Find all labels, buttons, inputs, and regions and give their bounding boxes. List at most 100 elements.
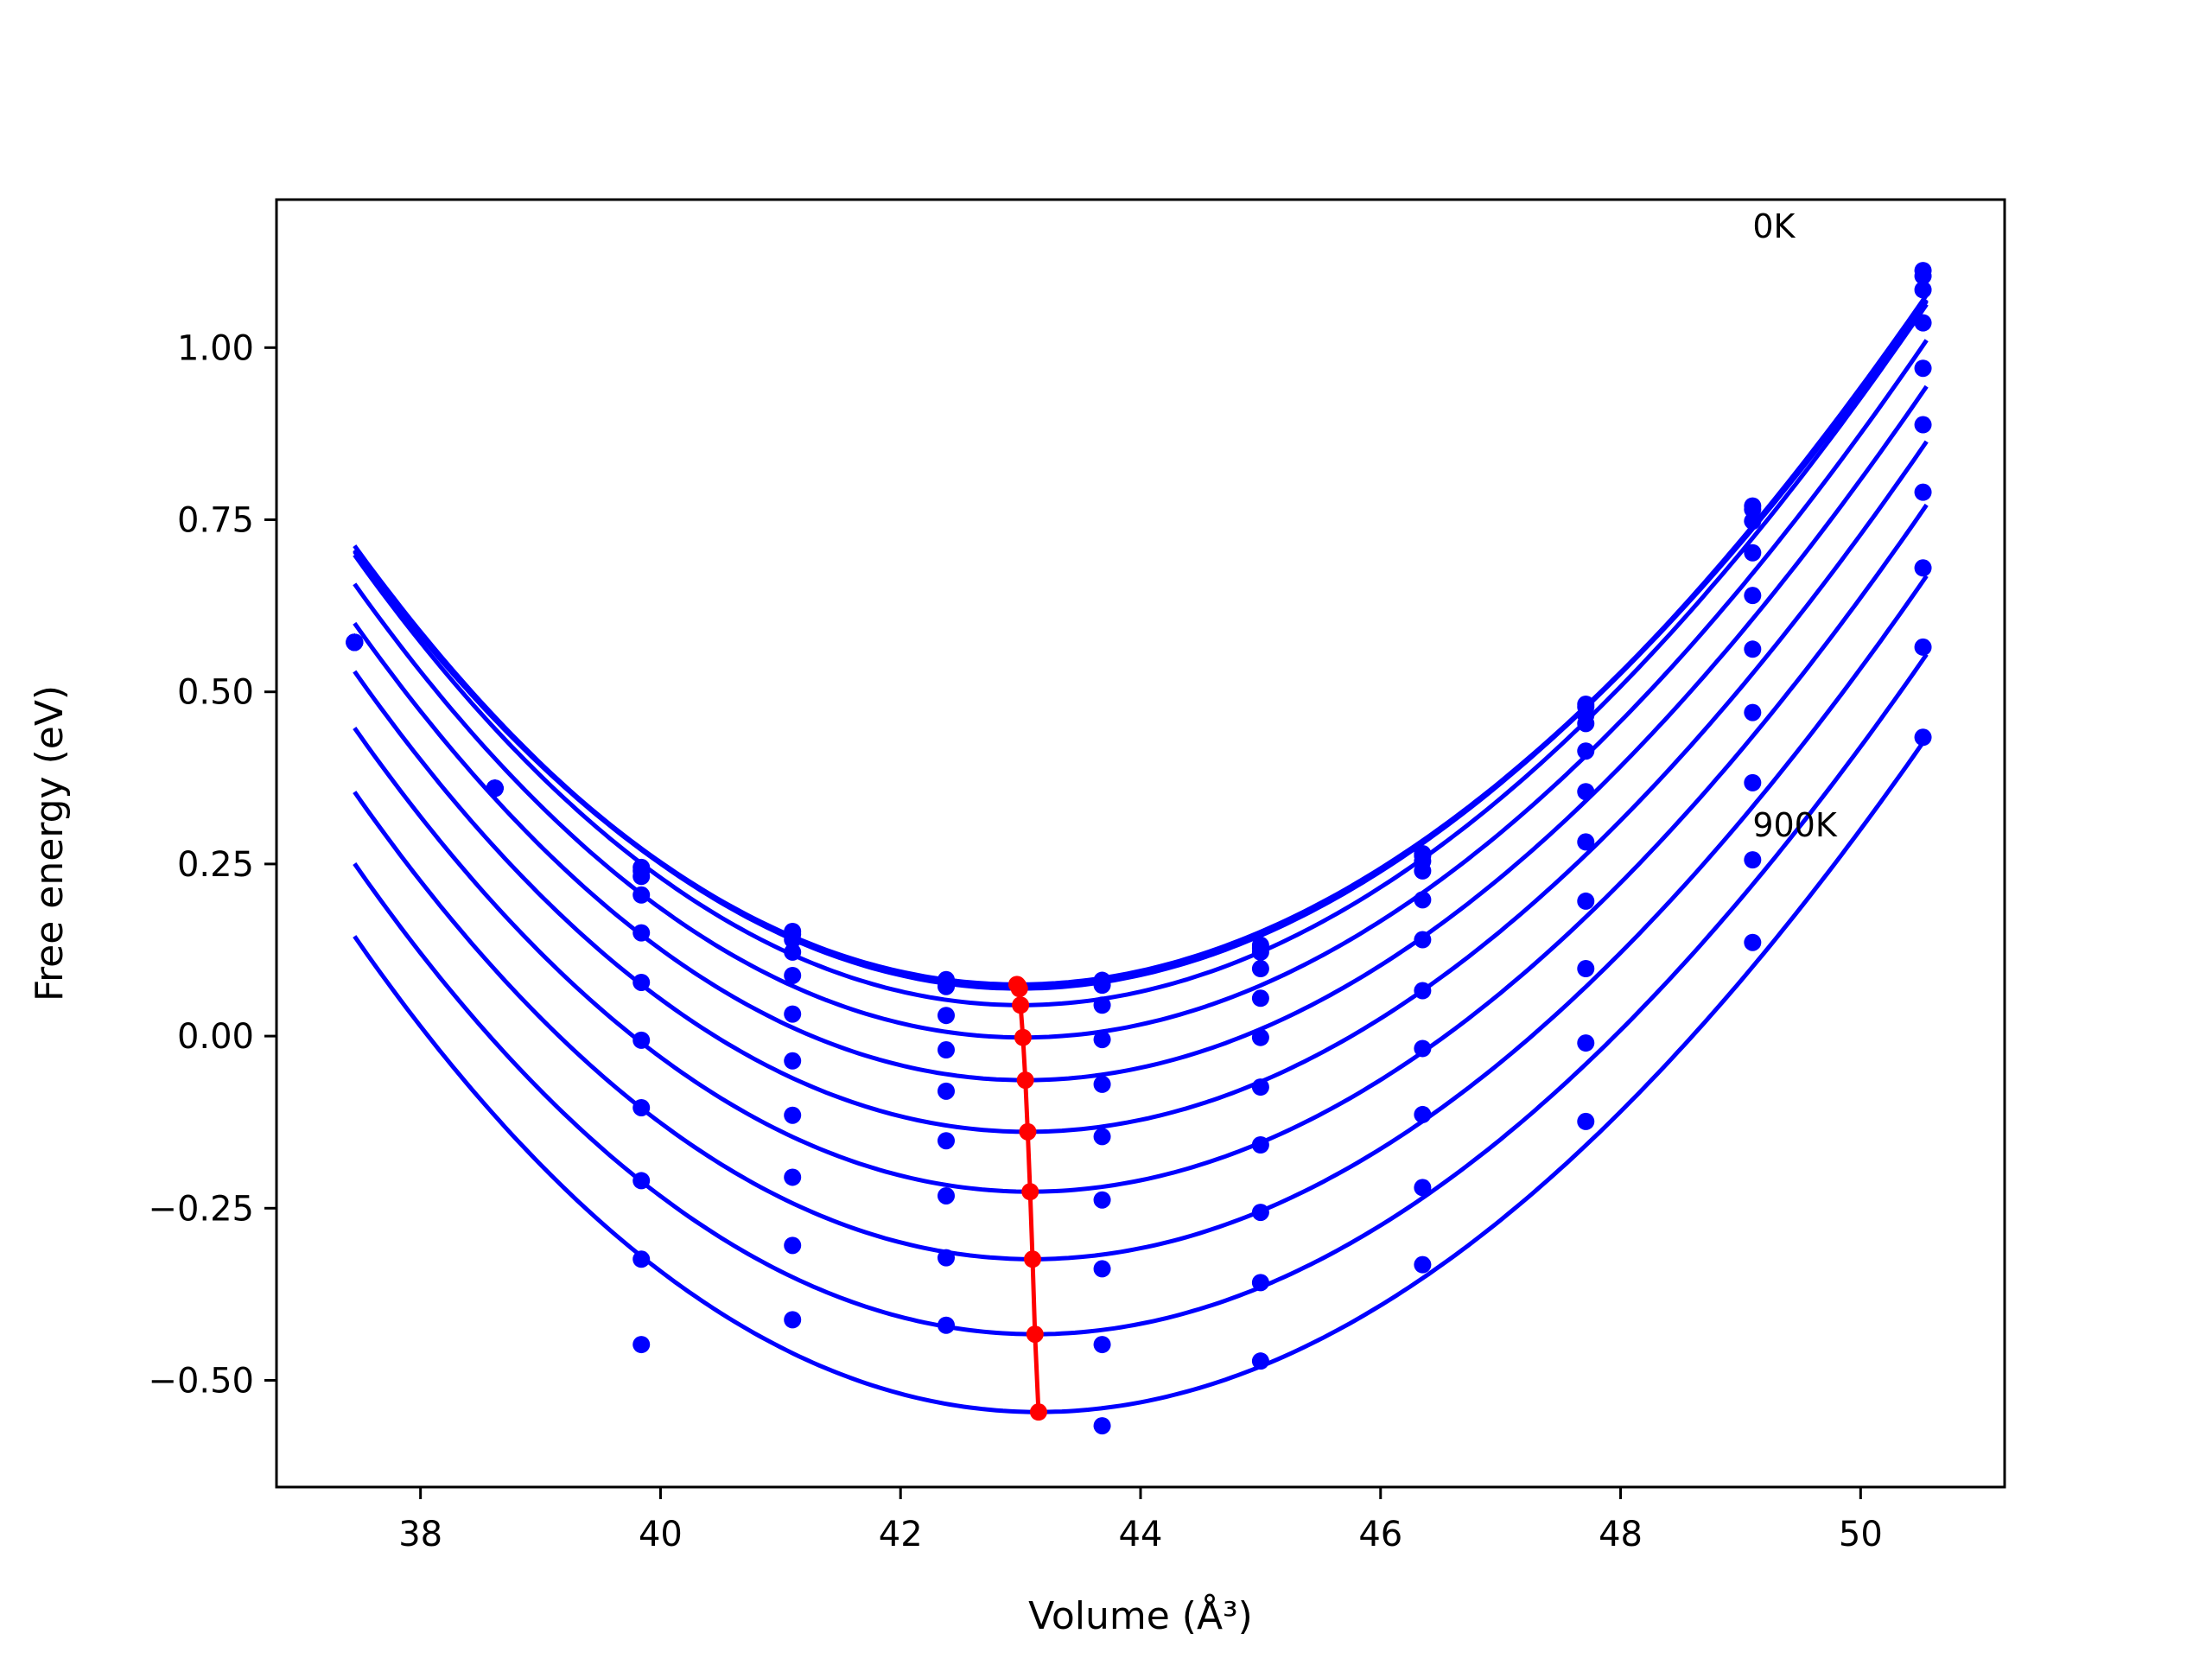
fit-curve-10 <box>353 735 1929 1414</box>
data-point <box>1093 1191 1111 1209</box>
fit-curves <box>353 293 1929 1414</box>
fit-curve-8 <box>353 574 1929 1262</box>
data-point <box>1093 1260 1111 1278</box>
data-point <box>632 1250 651 1268</box>
data-point <box>1093 976 1111 995</box>
data-point <box>784 1311 802 1329</box>
minimum-point <box>1016 1071 1034 1090</box>
data-point <box>1251 1274 1269 1292</box>
data-point <box>1093 996 1111 1014</box>
data-point <box>784 1052 802 1070</box>
fit-curve-3 <box>353 302 1929 1007</box>
y-tick-label: −0.25 <box>148 1189 254 1229</box>
data-point <box>1914 281 1932 299</box>
data-point <box>1414 1105 1432 1123</box>
data-point <box>632 886 651 904</box>
x-tick-label: 50 <box>1839 1515 1883 1554</box>
data-point <box>1744 512 1762 531</box>
temperature-annotation: 900K <box>1752 806 1838 844</box>
fit-curve-7 <box>353 503 1929 1194</box>
data-point <box>632 973 651 991</box>
minimum-point <box>1019 1122 1037 1141</box>
fit-curve-6 <box>353 440 1929 1135</box>
data-point <box>1744 543 1762 562</box>
data-point <box>1577 892 1595 910</box>
data-point <box>938 1316 955 1334</box>
data-point <box>1744 773 1762 791</box>
data-point <box>1577 742 1595 760</box>
data-point <box>1251 1028 1269 1046</box>
y-tick-label: 0.25 <box>177 845 254 885</box>
data-point <box>784 1168 802 1186</box>
minimum-point <box>1012 996 1030 1014</box>
data-point <box>1251 943 1269 961</box>
data-point <box>938 1249 955 1267</box>
minimum-energy-line <box>1007 976 1047 1421</box>
data-point <box>1744 640 1762 658</box>
data-point <box>1914 559 1932 577</box>
y-tick-label: 0.50 <box>177 673 254 713</box>
data-point <box>784 1106 802 1124</box>
data-point <box>1251 1078 1269 1096</box>
data-point <box>938 1041 955 1059</box>
fit-curve-0 <box>353 298 1929 987</box>
x-tick-label: 48 <box>1599 1515 1643 1554</box>
data-point <box>346 633 364 652</box>
data-point <box>1914 314 1932 332</box>
y-tick-label: 0.75 <box>177 501 254 541</box>
minimum-point <box>1029 1403 1047 1421</box>
x-tick-label: 42 <box>879 1515 923 1554</box>
data-point <box>1914 359 1932 378</box>
minimum-point <box>1021 1183 1039 1201</box>
minimum-point <box>1026 1325 1044 1344</box>
data-point <box>1414 1255 1432 1274</box>
data-point <box>1914 728 1932 747</box>
data-point <box>1251 960 1269 978</box>
data-point <box>784 943 802 961</box>
fit-curve-9 <box>353 652 1929 1337</box>
data-point <box>632 924 651 942</box>
x-tick-label: 44 <box>1119 1515 1163 1554</box>
data-point <box>1093 1031 1111 1049</box>
data-point <box>938 977 955 995</box>
data-point <box>784 931 802 949</box>
data-point <box>1414 861 1432 880</box>
y-tick-label: 1.00 <box>177 328 254 368</box>
fit-curve-4 <box>353 339 1929 1040</box>
data-point <box>632 1172 651 1190</box>
data-point <box>632 1098 651 1116</box>
data-point <box>632 1031 651 1049</box>
data-point <box>784 1005 802 1023</box>
y-tick-label: −0.50 <box>148 1361 254 1401</box>
data-point <box>1251 1204 1269 1222</box>
data-point <box>938 1082 955 1100</box>
x-axis: 38 40 42 44 46 48 50 <box>398 1487 1883 1554</box>
data-point <box>938 1132 955 1150</box>
data-point <box>1414 982 1432 1000</box>
x-tick-label: 40 <box>639 1515 683 1554</box>
data-point <box>784 966 802 984</box>
data-point <box>1577 833 1595 851</box>
data-point <box>1251 989 1269 1007</box>
data-point <box>1414 1179 1432 1197</box>
data-point <box>632 868 651 886</box>
data-point <box>1914 267 1932 285</box>
fit-curve-2 <box>353 293 1929 991</box>
y-tick-label: 0.00 <box>177 1017 254 1057</box>
data-point <box>1093 1336 1111 1354</box>
temperature-annotation: 0K <box>1752 207 1796 245</box>
data-point <box>1744 851 1762 869</box>
data-point <box>938 1007 955 1025</box>
data-point <box>1577 783 1595 801</box>
annotations: 0K 900K <box>1752 207 1838 844</box>
data-point <box>1914 638 1932 656</box>
minimum-point <box>1014 1028 1032 1046</box>
y-axis-label: Free energy (eV) <box>28 685 72 1001</box>
data-point <box>1093 1075 1111 1093</box>
data-point <box>784 1236 802 1255</box>
data-point <box>632 1336 651 1354</box>
data-point <box>1414 931 1432 949</box>
data-point <box>1251 1352 1269 1370</box>
x-tick-label: 46 <box>1358 1515 1402 1554</box>
